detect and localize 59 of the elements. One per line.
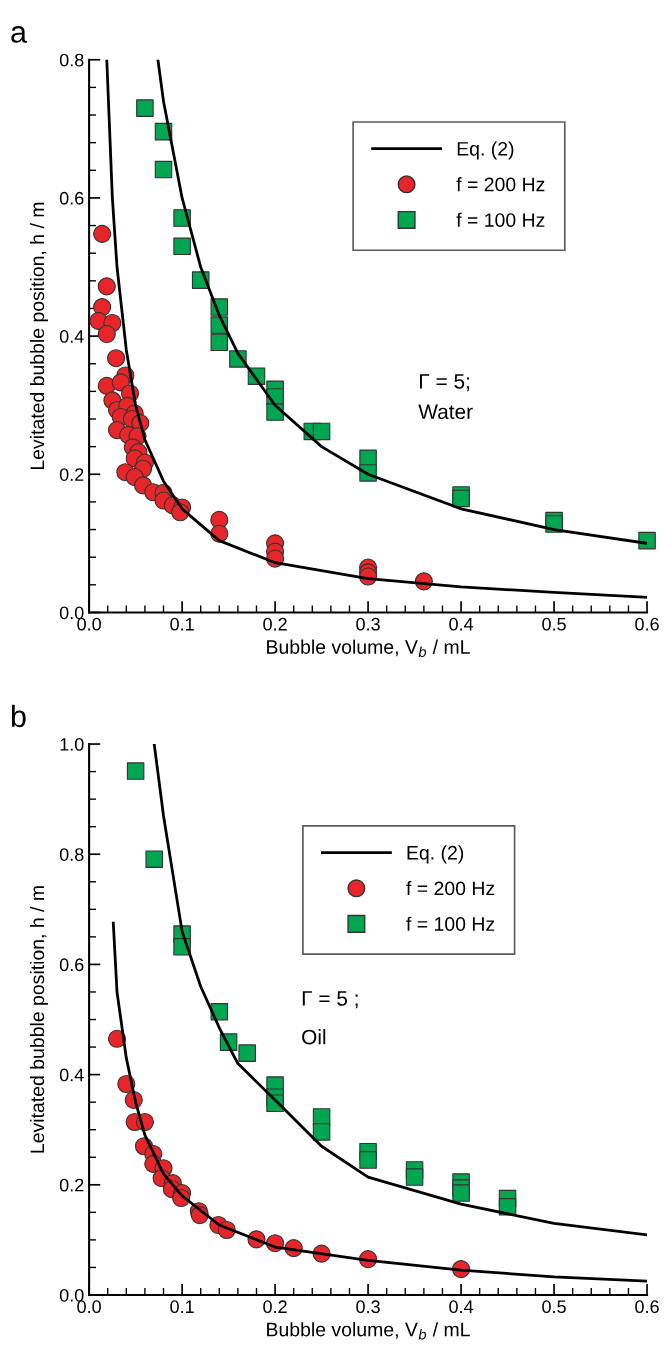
y-tick-label: 1.0 — [60, 737, 84, 751]
point — [97, 277, 116, 296]
x-tick-label: 0.0 — [77, 1300, 101, 1314]
x-axis-title: Bubble volume, V$_{b}$ / mL — [267, 1322, 470, 1340]
legend-label: Eq. (2) — [457, 141, 514, 160]
point — [107, 349, 126, 368]
point — [210, 333, 229, 352]
legend-label: Eq. (2) — [407, 845, 464, 864]
y-tick-label: 0.2 — [59, 1178, 84, 1192]
point — [452, 1184, 470, 1202]
legend-label: f = 100 Hz — [406, 916, 495, 931]
x-tick-label: 0.1 — [170, 617, 194, 631]
legend-label: f = 100 Hz — [456, 212, 545, 227]
y-axis-title: Levitated bubble position, h / m — [29, 202, 49, 470]
y-tick-label: 0.8 — [59, 53, 84, 67]
annotation: Oil — [302, 1029, 326, 1045]
point — [136, 99, 154, 117]
y-tick-label: 0.4 — [59, 1068, 84, 1082]
point — [93, 224, 112, 243]
y-tick-label: 0.4 — [59, 330, 84, 343]
annotation: Γ = 5; — [420, 374, 470, 392]
x-axis-title: Bubble volume, V$_{b}$ / mL — [267, 639, 470, 658]
line-series — [105, 59, 648, 599]
line-series — [152, 744, 648, 1237]
point — [359, 1151, 377, 1169]
point — [638, 531, 656, 550]
legend-label: f = 200 Hz — [406, 881, 495, 896]
point — [97, 324, 116, 344]
point — [145, 850, 163, 868]
y-tick-label: 0.0 — [59, 1288, 84, 1302]
x-tick-label: 0.3 — [356, 1300, 380, 1314]
point — [405, 1168, 424, 1186]
point — [126, 762, 145, 780]
y-tick-label: 0.8 — [59, 848, 84, 861]
x-tick-label: 0.6 — [635, 617, 659, 631]
point — [452, 489, 470, 508]
y-tick-label: 0.2 — [59, 468, 84, 481]
annotation: Γ = 5 ; — [302, 991, 358, 1009]
point — [154, 160, 173, 179]
x-tick-label: 0.5 — [542, 617, 566, 631]
x-tick-label: 0.1 — [170, 1300, 194, 1314]
x-tick-label: 0.6 — [635, 1300, 659, 1314]
point — [312, 422, 331, 441]
y-tick-label: 0.6 — [59, 958, 84, 972]
x-tick-label: 0.4 — [449, 1300, 474, 1314]
chart-title: a — [11, 26, 27, 43]
x-tick-label: 0.5 — [542, 1300, 566, 1314]
legend-label: f = 200 Hz — [456, 177, 545, 192]
chart-title: b — [11, 704, 26, 728]
x-tick-label: 0.3 — [356, 617, 380, 631]
x-tick-label: 0.2 — [263, 617, 287, 631]
y-axis-title: Levitated bubble position, h / m — [29, 886, 49, 1153]
annotation: Water — [418, 404, 473, 420]
x-tick-label: 0.4 — [449, 617, 474, 631]
point — [173, 237, 191, 256]
y-tick-label: 0.6 — [59, 191, 84, 205]
point — [312, 1123, 331, 1141]
x-tick-label: 0.2 — [263, 1300, 287, 1314]
point — [238, 1044, 256, 1062]
